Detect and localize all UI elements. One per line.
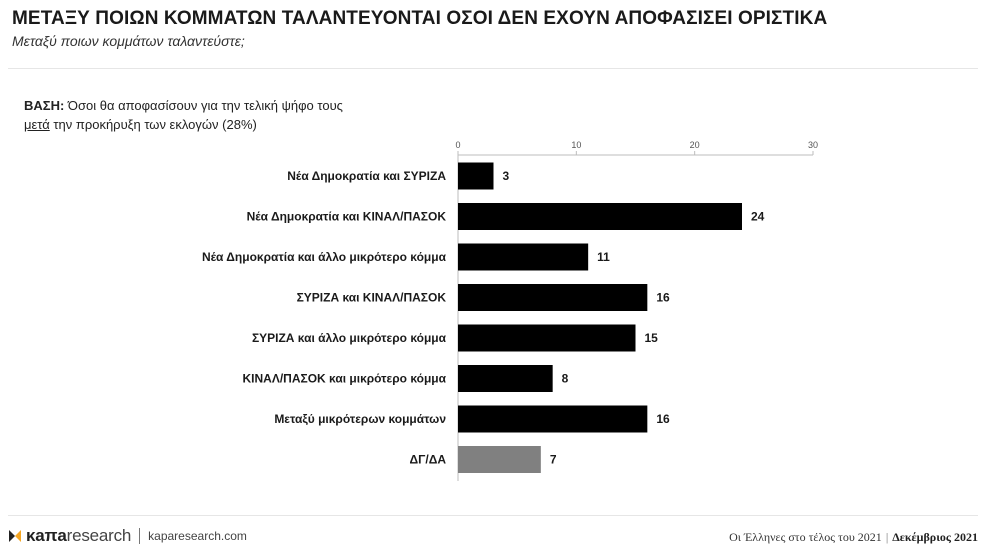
data-label: 16 [656, 291, 670, 305]
data-label: 3 [503, 169, 510, 183]
bar [458, 324, 636, 352]
header-divider [8, 68, 978, 69]
data-label: 16 [656, 412, 670, 426]
bar [458, 243, 589, 271]
x-tick-label: 0 [455, 140, 460, 150]
bar [458, 365, 553, 392]
base-note-text-2: την προκήρυξη των εκλογών (28%) [49, 117, 257, 132]
category-label: Μεταξύ μικρότερων κομμάτων [274, 412, 446, 426]
brand-name: κaπaresearch [26, 526, 131, 546]
category-label: ΣΥΡΙΖΑ και άλλο μικρότερο κόμμα [252, 331, 447, 345]
base-note-underlined: μετά [24, 117, 50, 132]
base-note: ΒΑΣΗ: Όσοι θα αποφασίσουν για την τελική… [24, 96, 343, 134]
brand-name-bold: κaπa [26, 526, 67, 545]
kapa-logo-icon [9, 530, 21, 542]
brand-name-rest: research [66, 526, 132, 545]
base-note-line-2: μετά την προκήρυξη των εκλογών (28%) [24, 115, 343, 134]
bar [458, 405, 648, 433]
footer-caption: Οι Έλληνες στο τέλος του 2021 | Δεκέμβριος… [729, 530, 978, 545]
page-subtitle: Μεταξύ ποιων κομμάτων ταλαντεύστε; [12, 33, 245, 49]
x-tick-label: 20 [690, 140, 700, 150]
page-title: ΜΕΤΑΞΥ ΠΟΙΩΝ ΚΟΜΜΑΤΩΝ ΤΑΛΑΝΤΕΥΟΝΤΑΙ ΟΣΟΙ… [12, 8, 828, 29]
category-label: ΚΙΝΑΛ/ΠΑΣΟΚ και μικρότερο κόμμα [243, 372, 447, 386]
x-tick-label: 10 [571, 140, 581, 150]
data-label: 24 [751, 210, 765, 224]
bar [458, 203, 742, 230]
bar [458, 284, 648, 311]
footer-divider [8, 515, 978, 516]
brand-url: kaparesearch.com [148, 529, 247, 543]
logo-separator [139, 528, 141, 544]
footer-date: Δεκέμβριος 2021 [892, 530, 978, 544]
category-label: Νέα Δημοκρατία και άλλο μικρότερο κόμμα [202, 250, 447, 264]
base-note-line-1: ΒΑΣΗ: Όσοι θα αποφασίσουν για την τελική… [24, 96, 343, 115]
x-tick-label: 30 [808, 140, 818, 150]
base-note-text-1: Όσοι θα αποφασίσουν για την τελική ψήφο … [67, 98, 343, 113]
category-label: Νέα Δημοκρατία και ΣΥΡΙΖΑ [287, 169, 446, 183]
category-label: ΣΥΡΙΖΑ και ΚΙΝΑΛ/ΠΑΣΟΚ [297, 291, 447, 305]
footer-caption-text: Οι Έλληνες στο τέλος του 2021 [729, 530, 882, 544]
category-label: Νέα Δημοκρατία και ΚΙΝΑΛ/ΠΑΣΟΚ [247, 210, 447, 224]
bar [458, 446, 541, 473]
base-note-label: ΒΑΣΗ: [24, 98, 65, 113]
data-label: 7 [550, 453, 557, 467]
category-label: ΔΓ/ΔΑ [410, 453, 447, 467]
data-label: 11 [597, 250, 610, 264]
brand-logo: κaπaresearch kaparesearch.com [8, 526, 247, 546]
bar [458, 162, 494, 190]
data-label: 8 [562, 372, 569, 386]
footer-separator: | [885, 530, 889, 544]
data-label: 15 [645, 331, 659, 345]
